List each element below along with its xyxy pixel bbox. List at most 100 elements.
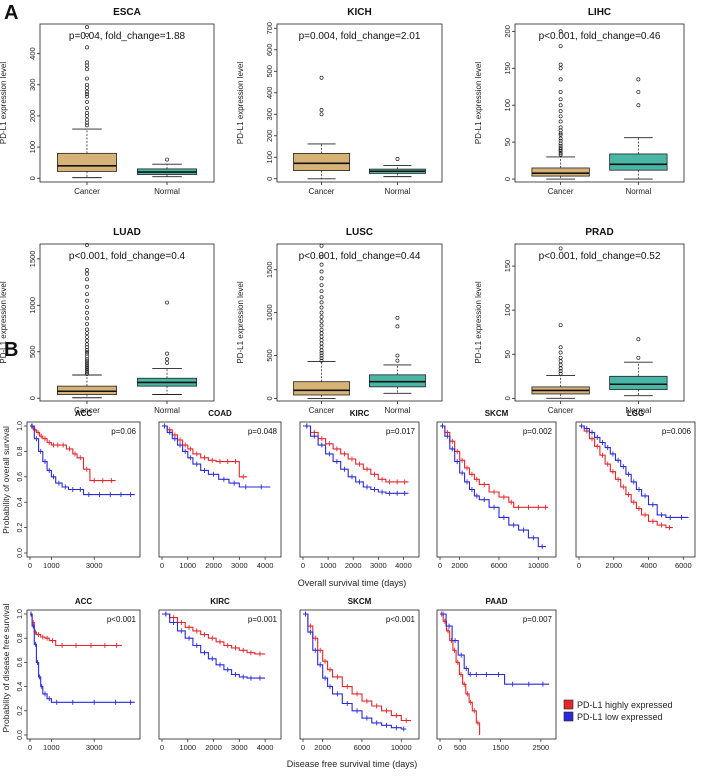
outlier-point <box>558 125 563 130</box>
legend-label-low: PD-L1 low expressed <box>577 712 663 722</box>
y-tick-label: 1500 <box>28 251 37 268</box>
y-tick-label: 100 <box>265 151 274 164</box>
x-tick-label: Normal <box>154 187 180 196</box>
chart-title: LUAD <box>113 227 141 238</box>
y-tick-label: 400 <box>265 87 274 100</box>
y-axis-label: PD-L1 expression level <box>474 62 483 144</box>
chart-title: PRAD <box>585 227 613 238</box>
y-tick-label: 500 <box>28 346 37 359</box>
outlier-point <box>319 358 324 363</box>
stat-annotation: p<0.001, fold_change=0.46 <box>539 31 661 42</box>
box-normal <box>368 374 426 388</box>
chart-title: PAAD <box>485 597 507 606</box>
box-normal <box>609 153 668 171</box>
outlier-point <box>636 337 641 342</box>
survival-curve-low <box>162 613 266 679</box>
plot-frame <box>276 23 443 183</box>
outlier-point <box>85 342 89 347</box>
outlier-point <box>319 338 324 343</box>
outlier-point <box>85 298 89 303</box>
y-tick-label: 150 <box>503 62 512 75</box>
y-tick-label: 0 <box>265 396 274 400</box>
km-paad: PAAD p=0.007 0 500 1500 2500 <box>436 597 557 752</box>
outlier-point <box>85 63 89 68</box>
y-tick-label: 0.2 <box>17 706 24 716</box>
y-tick-label: 100 <box>28 141 37 154</box>
outlier-point <box>558 246 563 251</box>
outlier-point <box>558 109 563 114</box>
plot-frame <box>299 609 420 740</box>
km-acc: ACC p=0.06 0 1000 3000 0.0 0.2 0.4 0.6 0.8 1.0 <box>17 409 141 570</box>
plot-frame <box>26 421 141 558</box>
chart-title: LGG <box>627 409 644 418</box>
boxplot-luad: LUAD p<0.001, fold_change=0.4 PD-L1 expres… <box>0 227 215 415</box>
outlier-point <box>165 351 169 356</box>
outlier-point <box>85 292 89 297</box>
outlier-point <box>85 331 89 336</box>
y-tick-label: 0.0 <box>17 548 24 558</box>
plot-frame <box>276 243 443 402</box>
x-tick-label: 4000 <box>395 561 412 570</box>
y-axis-label: PD-L1 expression level <box>236 281 245 363</box>
x-tick-label: 2000 <box>345 561 362 570</box>
y-axis-label: PD-L1 expression level <box>0 62 8 144</box>
legend-swatch-high <box>563 699 574 710</box>
x-tick-label: 0 <box>160 743 164 752</box>
x-tick-label: 2000 <box>605 561 622 570</box>
x-tick-label: Cancer <box>74 187 100 196</box>
survival-curve-high <box>440 425 549 508</box>
x-tick-label: Normal <box>385 406 411 415</box>
x-tick-label: 2000 <box>205 561 222 570</box>
x-tick-label: 0 <box>438 561 442 570</box>
outlier-point <box>558 114 563 119</box>
x-tick-label: 6000 <box>675 561 692 570</box>
y-tick-label: 500 <box>265 65 274 78</box>
survival-curve-low <box>30 613 135 703</box>
outlier-point <box>85 99 89 104</box>
outlier-point <box>636 355 641 360</box>
x-tick-label: 1000 <box>179 561 196 570</box>
survival-curve-low <box>30 425 135 496</box>
outlier-point <box>85 106 89 111</box>
outlier-point <box>319 276 324 281</box>
survival-curve-high <box>440 613 481 735</box>
outlier-point <box>319 289 324 294</box>
outlier-point <box>558 143 563 148</box>
y-tick-label: 0 <box>28 176 37 180</box>
plot-frame <box>514 23 685 183</box>
outlier-point <box>319 341 324 346</box>
plot-frame <box>299 421 420 558</box>
y-tick-label: 0.4 <box>17 497 24 507</box>
chart-title: SKCM <box>348 597 372 606</box>
stat-annotation: p<0.001, fold_change=0.52 <box>539 251 661 262</box>
outlier-point <box>558 152 563 157</box>
y-tick-label: 100 <box>503 304 512 317</box>
p-value: p<0.001 <box>386 615 416 624</box>
y-tick-label: 50 <box>503 350 512 358</box>
outlier-point <box>85 32 89 37</box>
outlier-point <box>319 334 324 339</box>
km-skcm: SKCM p<0.001 0 2000 6000 10000 <box>299 597 420 752</box>
outlier-point <box>558 371 563 376</box>
outlier-point <box>395 324 400 329</box>
outlier-point <box>319 351 324 355</box>
boxplot-kich: KICH p=0.004, fold_change=2.01 PD-L1 expre… <box>236 7 443 196</box>
stat-annotation: p=0.004, fold_change=2.01 <box>299 31 421 42</box>
stat-annotation: p<0.001, fold_change=0.44 <box>299 251 421 262</box>
outlier-point <box>558 323 563 328</box>
outlier-point <box>319 300 324 305</box>
outlier-point <box>85 354 89 359</box>
outlier-point <box>558 350 563 355</box>
plot-frame <box>158 421 282 558</box>
outlier-point <box>558 66 563 71</box>
y-tick-label: 1000 <box>265 304 274 321</box>
plot-frame <box>436 609 557 740</box>
x-tick-label: 0 <box>301 561 305 570</box>
outlier-point <box>85 89 89 94</box>
outlier-point <box>85 370 89 375</box>
survival-curve-high <box>579 425 673 529</box>
outlier-point <box>85 349 89 354</box>
x-tick-label: 0 <box>577 561 581 570</box>
survival-curve-high <box>30 613 122 647</box>
dfs-y-axis-label: Probability of disease free survival <box>1 603 11 732</box>
